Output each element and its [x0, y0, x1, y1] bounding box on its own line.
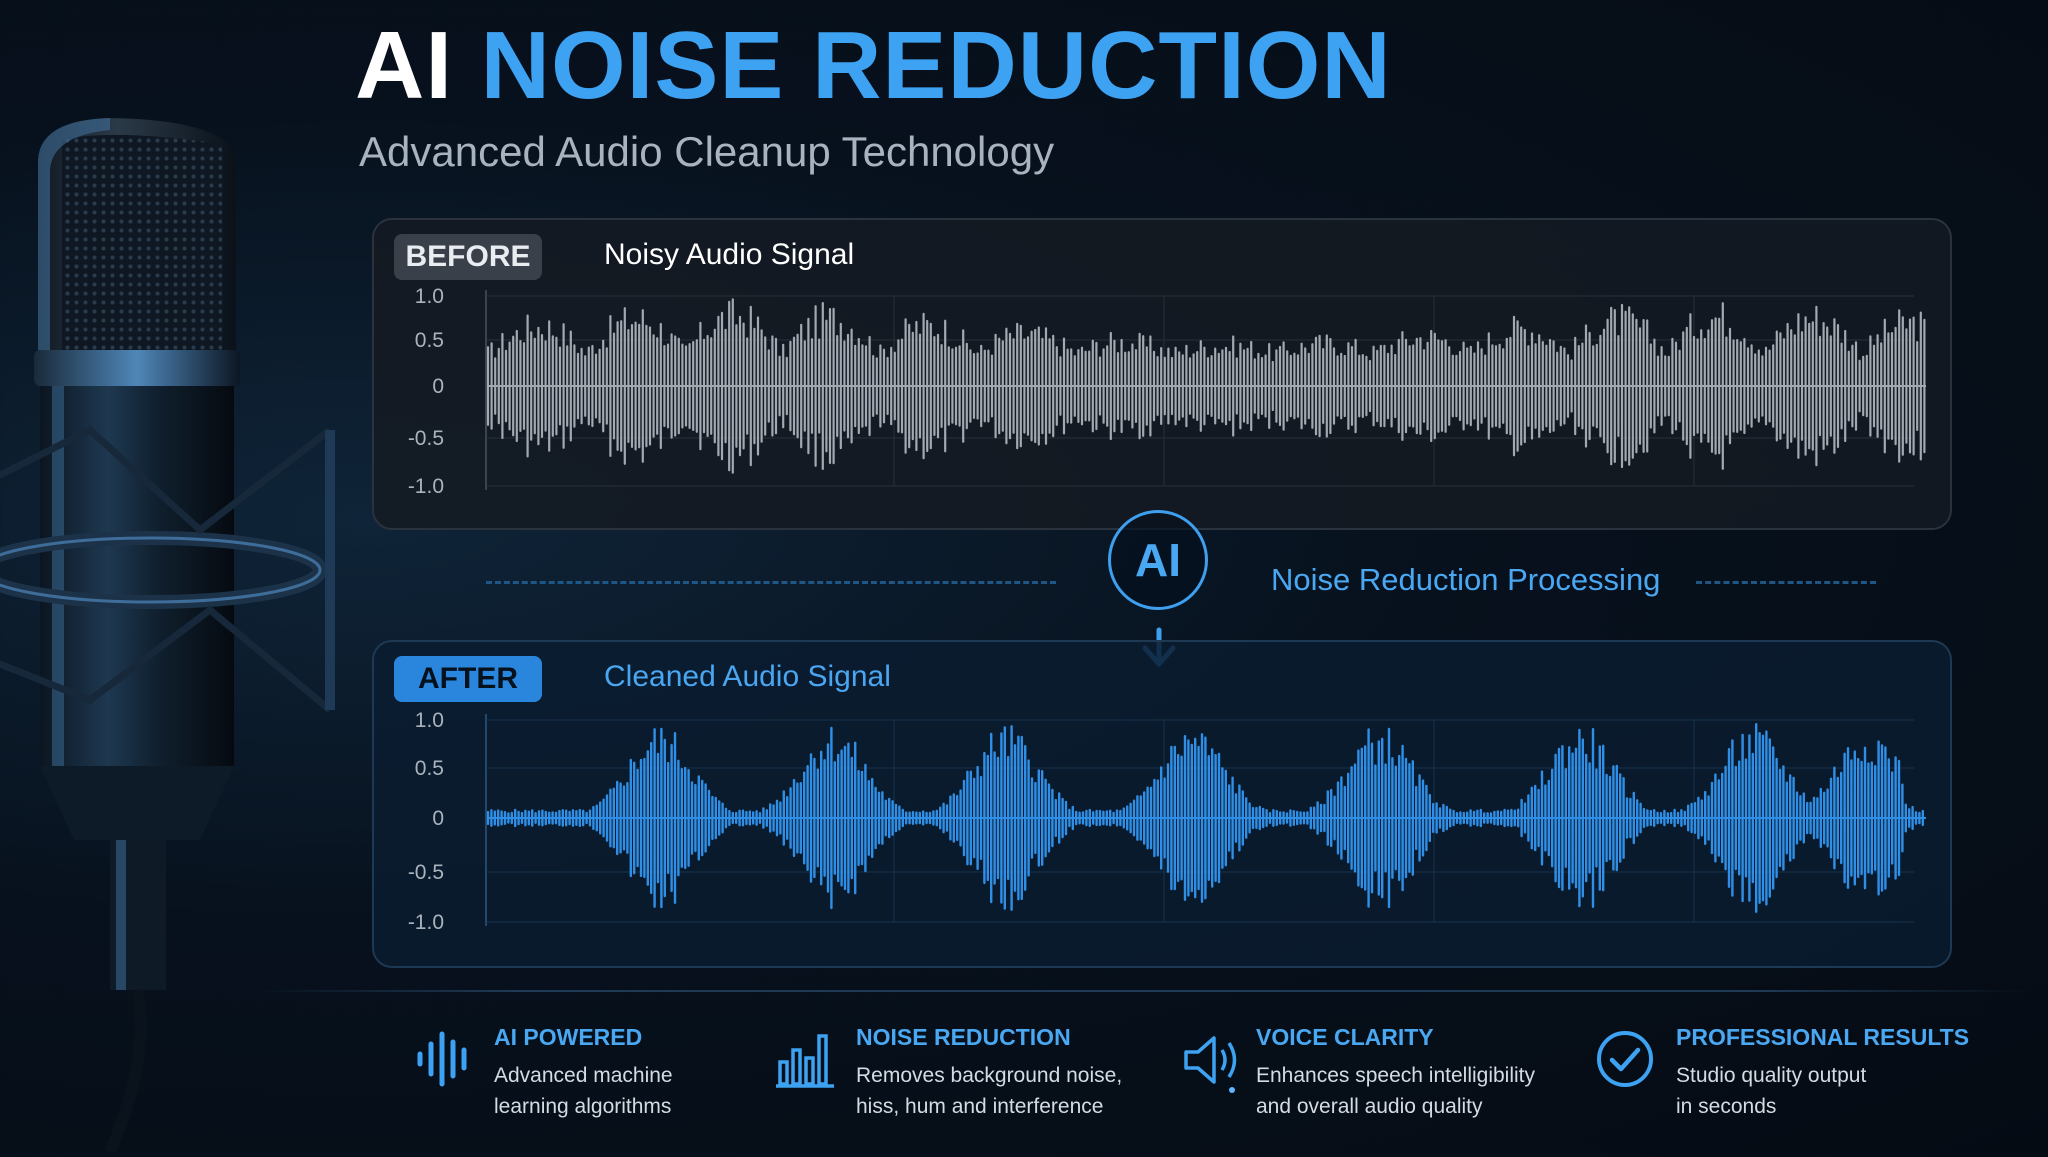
- cleaned-waveform-chart: 1.0 0.5 0 -0.5 -1.0: [408, 709, 1926, 934]
- feature-description: Enhances speech intelligibility and over…: [1256, 1064, 1535, 1118]
- y-tick-label: -1.0: [408, 475, 444, 498]
- features-divider: [250, 990, 2030, 992]
- page-title: AI NOISE REDUCTION: [355, 18, 1392, 114]
- speaker-icon: [1184, 1036, 1237, 1093]
- equalizer-bars-icon: [776, 1034, 834, 1088]
- y-tick-label: 1.0: [415, 709, 444, 732]
- microphone-illustration: [0, 100, 360, 1155]
- title-ai: AI: [355, 12, 453, 119]
- processing-label: Noise Reduction Processing: [1271, 562, 1661, 597]
- soundwave-icon: [417, 1031, 467, 1087]
- processing-dashed-line-right: [1696, 581, 1876, 584]
- cleaned-signal-label: Cleaned Audio Signal: [604, 660, 891, 693]
- title-noise-reduction: NOISE REDUCTION: [480, 12, 1392, 119]
- y-tick-label: -1.0: [408, 911, 444, 934]
- feature-title: VOICE CLARITY: [1256, 1024, 1434, 1050]
- y-tick-label: 0: [432, 807, 444, 830]
- ai-processing-badge: AI: [1108, 510, 1208, 610]
- feature-description: Studio quality output in seconds: [1676, 1064, 1867, 1118]
- y-tick-label: -0.5: [408, 427, 444, 450]
- y-tick-label: -0.5: [408, 861, 444, 884]
- noisy-waveform-chart: 1.0 0.5 0 -0.5 -1.0: [408, 285, 1926, 498]
- feature-description: Advanced machine learning algorithms: [494, 1064, 673, 1118]
- feature-title: AI POWERED: [494, 1024, 643, 1050]
- feature-description: Removes background noise, hiss, hum and …: [856, 1064, 1123, 1118]
- y-tick-label: 1.0: [415, 285, 444, 308]
- page-subtitle: Advanced Audio Cleanup Technology: [359, 128, 1055, 175]
- y-tick-label: 0.5: [415, 757, 444, 780]
- feature-title: PROFESSIONAL RESULTS: [1676, 1024, 1970, 1050]
- before-badge: BEFORE: [394, 234, 542, 280]
- after-badge: AFTER: [394, 656, 542, 702]
- checkmark-circle-icon: [1597, 1031, 1653, 1087]
- feature-title: NOISE REDUCTION: [856, 1024, 1071, 1050]
- processing-dashed-line-left: [486, 581, 1056, 584]
- after-waveform-panel: AFTER Cleaned Audio Signal 1.0 0.5 0 -0.5 -1…: [372, 640, 1952, 968]
- y-tick-label: 0: [432, 375, 444, 398]
- before-waveform-panel: BEFORE Noisy Audio Signal 1.0 0.5 0 -0.5 -1.…: [372, 218, 1952, 530]
- noisy-signal-label: Noisy Audio Signal: [604, 238, 855, 271]
- y-tick-label: 0.5: [415, 329, 444, 352]
